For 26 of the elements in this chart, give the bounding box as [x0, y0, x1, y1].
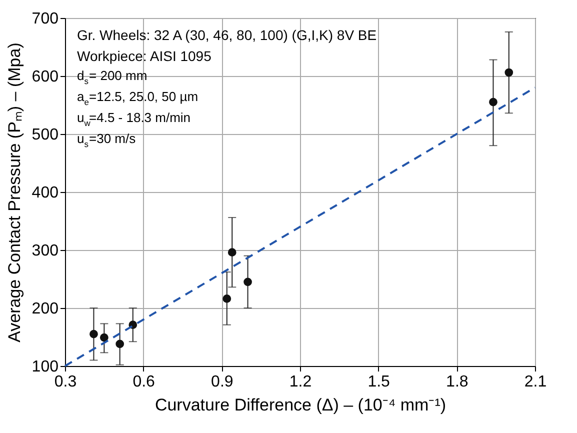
y-tick-label: 400: [32, 184, 59, 202]
x-tick-label: 0.6: [132, 374, 156, 390]
x-tick-label: 0.9: [211, 374, 234, 390]
y-tick-label: 300: [32, 242, 59, 260]
point: [504, 68, 514, 77]
x-axis-title: Curvature Difference (Δ) – (10⁻⁴ mm⁻¹): [154, 396, 446, 414]
x-tick-label: 2.1: [524, 374, 547, 390]
y-tick-label: 200: [32, 300, 59, 318]
point: [244, 278, 252, 286]
point: [489, 98, 498, 106]
x-tick-label: 1.8: [446, 374, 468, 390]
annotation: Gr. Wheels: 32 A (30, 46, 80, 100) (G,I,K) 8V BE: [77, 27, 377, 43]
x-tick-label: 1.2: [289, 374, 312, 390]
point: [116, 340, 124, 348]
x-tick-label: 1.5: [368, 374, 390, 390]
y-tick-label: 100: [32, 358, 59, 376]
y-tick-label: 700: [32, 10, 59, 28]
y-tick-label: 600: [32, 68, 59, 86]
y-axis-title: Average Contact Pressure (Pₘ) – (Mpa): [4, 42, 24, 342]
annotation: Workpiece: AISI 1095: [77, 48, 212, 64]
point: [222, 294, 232, 303]
point: [228, 248, 236, 256]
y-tick-label: 500: [32, 126, 59, 144]
point: [90, 330, 98, 338]
point: [100, 333, 108, 342]
x-tick-label: 0.3: [54, 374, 77, 390]
